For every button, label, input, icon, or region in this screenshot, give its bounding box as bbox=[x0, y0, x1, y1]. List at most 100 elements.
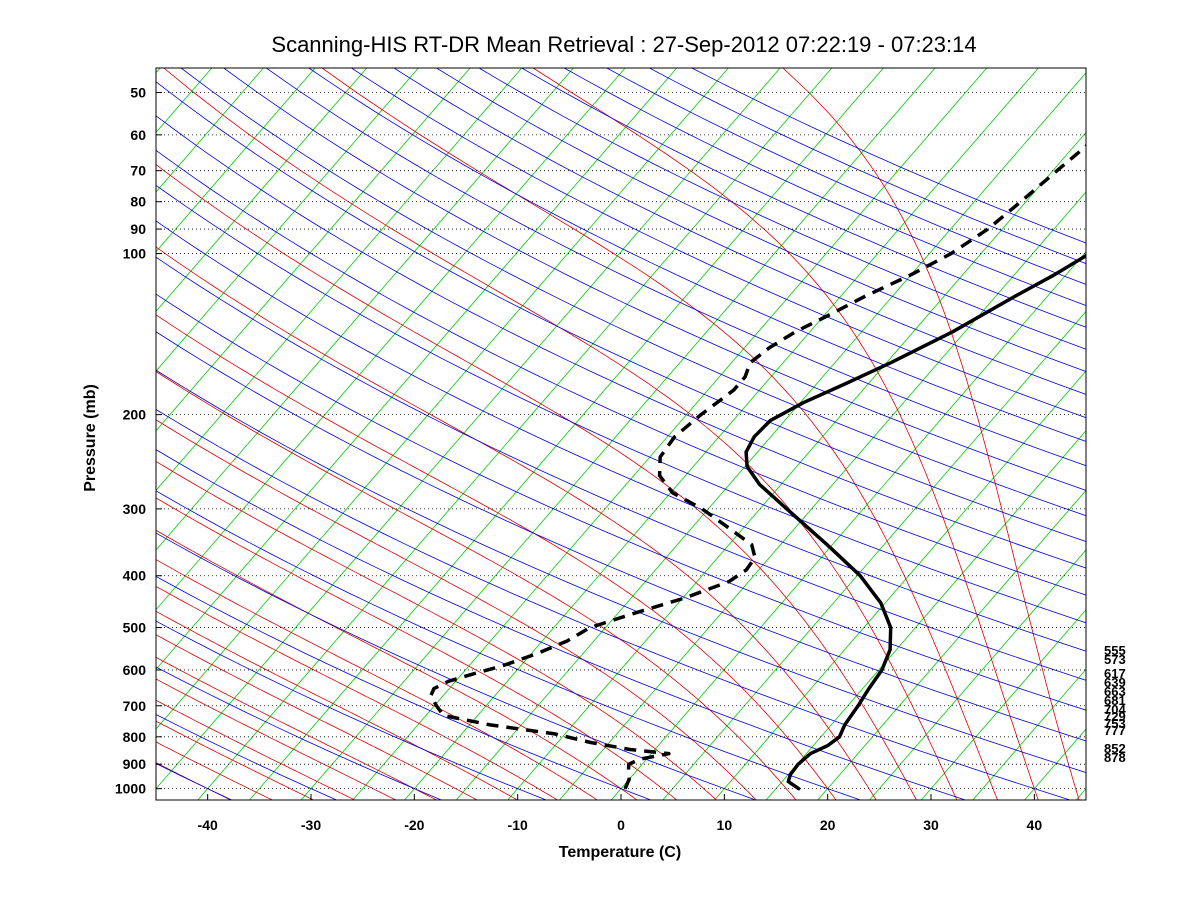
moist-adiabat-line bbox=[156, 314, 837, 800]
isotherm-line bbox=[156, 68, 781, 790]
series-temperature bbox=[744, 253, 1086, 791]
right-label: 617 bbox=[1104, 666, 1126, 681]
dry-adiabat-line bbox=[156, 575, 651, 800]
isotherm-line bbox=[455, 72, 1086, 800]
dry-adiabat-line bbox=[691, 68, 1086, 244]
dry-adiabat-line bbox=[156, 449, 966, 800]
dry-adiabat-line bbox=[351, 68, 1086, 419]
dry-adiabat-line bbox=[478, 68, 1086, 350]
profiles bbox=[429, 143, 1086, 791]
moist-adiabat-line bbox=[156, 529, 638, 800]
isotherm-line bbox=[249, 68, 884, 800]
isotherm-line bbox=[156, 68, 316, 253]
right-label: 777 bbox=[1104, 723, 1126, 738]
chart-title: Scanning-HIS RT-DR Mean Retrieval : 27-S… bbox=[271, 32, 976, 57]
x-tick-label: -40 bbox=[198, 817, 218, 833]
isotherm-line bbox=[869, 549, 1086, 800]
right-label: 639 bbox=[1104, 675, 1126, 690]
isotherm-line bbox=[352, 68, 988, 800]
isotherm-line bbox=[765, 430, 1086, 800]
dry-adiabat-line bbox=[156, 115, 1086, 569]
moist-adiabat-line bbox=[156, 656, 437, 800]
isotherm-line bbox=[0, 68, 5, 800]
x-axis-title: Temperature (C) bbox=[559, 844, 681, 861]
background-lines bbox=[0, 68, 1200, 800]
y-tick-label: 400 bbox=[123, 568, 147, 584]
moist-adiabat-line bbox=[156, 371, 797, 800]
y-tick-label: 70 bbox=[130, 163, 146, 179]
isotherm-line bbox=[662, 310, 1086, 800]
moist-adiabat-line bbox=[156, 634, 478, 800]
isotherm-line bbox=[156, 68, 523, 491]
isotherm-line bbox=[920, 609, 1086, 800]
y-tick-label: 600 bbox=[123, 662, 147, 678]
right-label: 878 bbox=[1104, 750, 1126, 765]
moist-adiabat-line bbox=[156, 460, 717, 800]
dry-adiabat-line bbox=[266, 68, 1086, 467]
isotherm-line bbox=[404, 68, 1039, 800]
isotherm-line bbox=[156, 68, 471, 432]
y-tick-label: 900 bbox=[123, 756, 147, 772]
pressure-gridlines bbox=[156, 92, 1086, 790]
moist-adiabat-line bbox=[321, 68, 998, 800]
x-tick-label: 30 bbox=[923, 817, 939, 833]
dry-adiabat-line bbox=[156, 666, 442, 800]
right-label: 852 bbox=[1104, 741, 1126, 756]
isotherm-line bbox=[817, 489, 1086, 800]
moist-adiabat-line bbox=[156, 164, 917, 800]
y-tick-label: 300 bbox=[123, 501, 147, 517]
moist-adiabat-line bbox=[156, 610, 518, 800]
y-tick-label: 1000 bbox=[115, 781, 146, 797]
dry-adiabat-line bbox=[156, 490, 861, 800]
dry-adiabat-line bbox=[156, 149, 1086, 596]
moist-adiabat-line bbox=[532, 68, 1039, 800]
x-tick-label: 40 bbox=[1027, 817, 1043, 833]
y-tick-label: 60 bbox=[130, 127, 146, 143]
isotherm-line bbox=[610, 251, 1086, 800]
y-axis: 50 60 70 80 90 100 200 300 400 500 600 700 800 900 100… bbox=[115, 84, 162, 797]
isotherm-line bbox=[156, 68, 213, 134]
dry-adiabat-line bbox=[156, 220, 1086, 652]
moist-adiabat-line bbox=[156, 720, 314, 800]
dry-adiabat-line bbox=[564, 68, 1086, 307]
dry-adiabat-line bbox=[393, 68, 1086, 395]
y-tick-label: 700 bbox=[123, 698, 147, 714]
moist-adiabat-line bbox=[156, 741, 273, 800]
isotherm-line bbox=[1075, 788, 1086, 800]
dry-adiabat-line bbox=[436, 68, 1086, 373]
dry-adiabat-line bbox=[156, 331, 1086, 742]
moist-adiabat-line bbox=[156, 497, 677, 800]
moist-adiabat-line bbox=[782, 68, 1080, 800]
dry-adiabat-line bbox=[156, 369, 1086, 773]
series-dewpoint bbox=[429, 143, 1086, 790]
y-axis-title: Pressure (mb) bbox=[82, 384, 99, 492]
isotherm-line bbox=[197, 68, 833, 800]
dry-adiabat-line bbox=[156, 409, 1071, 800]
isotherm-line bbox=[156, 68, 264, 193]
moist-adiabat-line bbox=[156, 419, 757, 800]
right-label: 681 bbox=[1104, 693, 1126, 708]
y-tick-label: 500 bbox=[123, 620, 147, 636]
right-label: 729 bbox=[1104, 709, 1126, 724]
moist-adiabat-line bbox=[156, 559, 598, 800]
moist-adiabat-line bbox=[156, 678, 396, 800]
right-label: 555 bbox=[1104, 643, 1126, 658]
isotherm-line bbox=[156, 68, 678, 670]
dry-adiabat-line bbox=[223, 68, 1086, 491]
right-label: 753 bbox=[1104, 716, 1126, 731]
y-tick-label: 800 bbox=[123, 729, 147, 745]
dry-adiabat-line bbox=[606, 68, 1086, 285]
x-axis: -40 -30 -20 -10 0 10 20 30 40 bbox=[198, 794, 1043, 833]
dry-adiabat-line bbox=[156, 184, 1086, 624]
isotherm-line bbox=[0, 68, 57, 800]
y-tick-label: 50 bbox=[130, 84, 146, 100]
dry-adiabat-line bbox=[156, 620, 547, 800]
isotherm-line bbox=[714, 370, 1086, 800]
isotherm-line bbox=[300, 68, 936, 800]
isotherm-line bbox=[1128, 68, 1200, 800]
right-label: 663 bbox=[1104, 684, 1126, 699]
dry-adiabat-line bbox=[156, 256, 1086, 681]
y-tick-label: 100 bbox=[123, 246, 147, 262]
